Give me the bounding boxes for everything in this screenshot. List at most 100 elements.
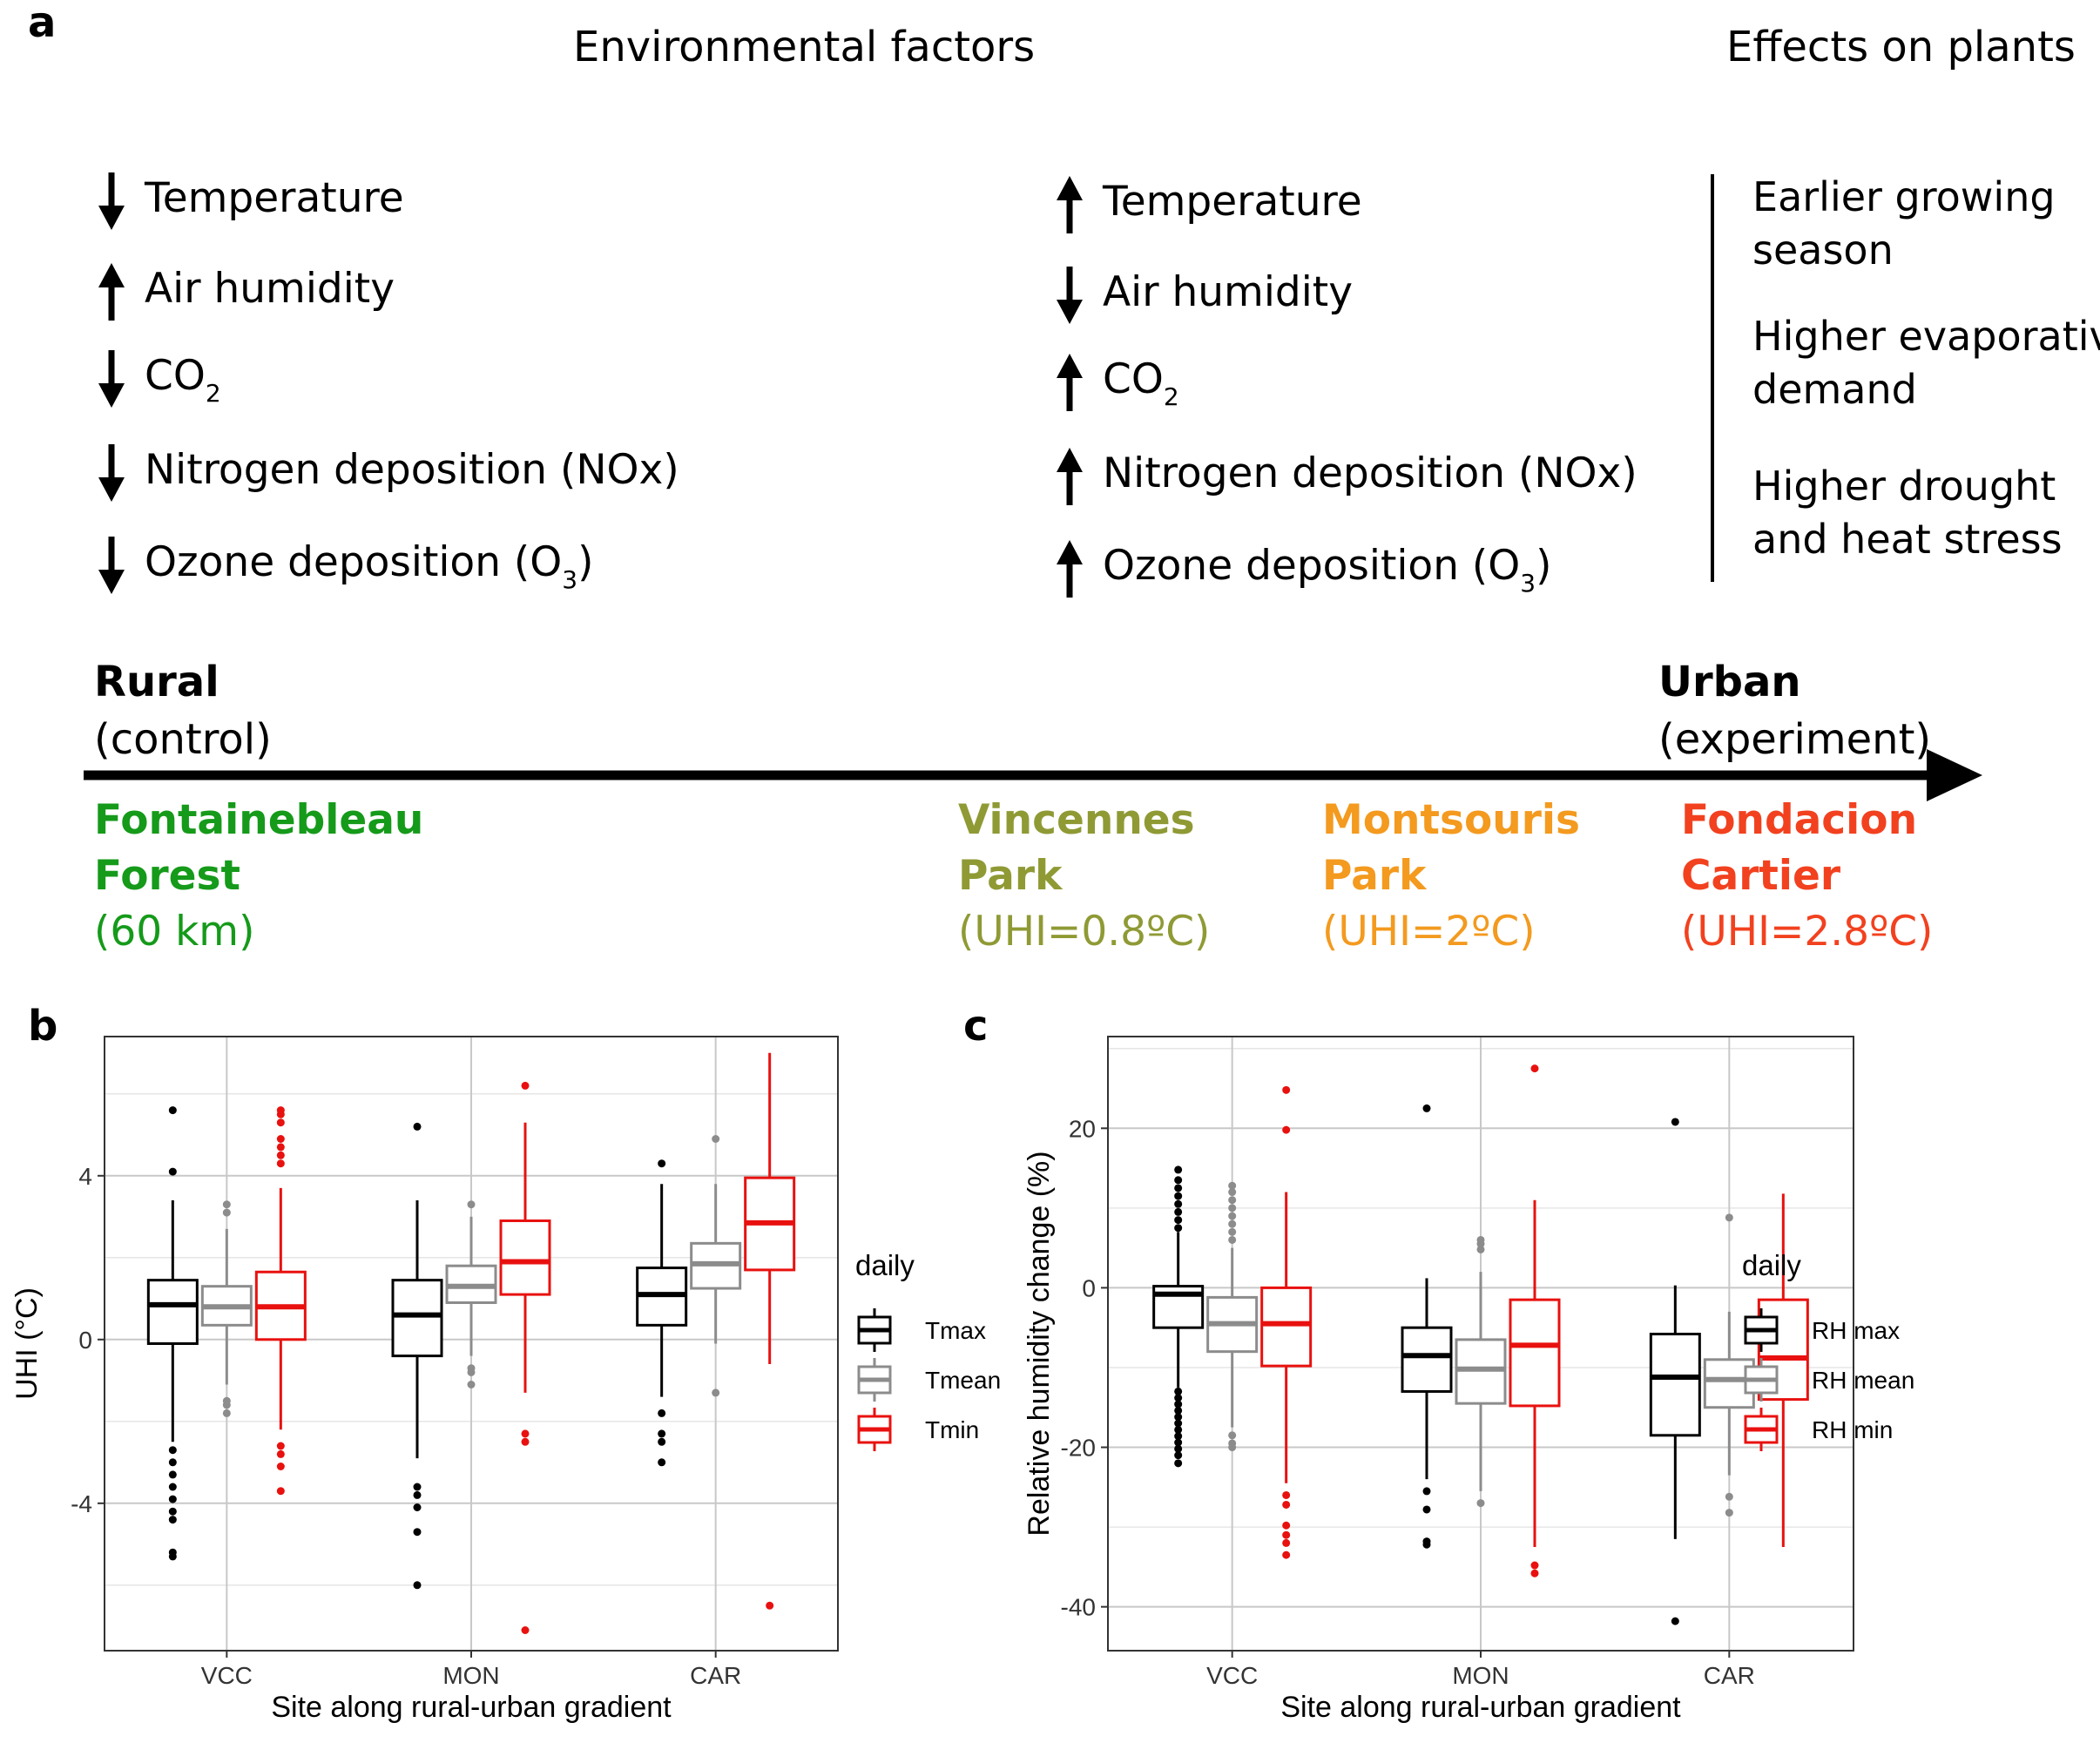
box-tmean-mon (445, 1200, 497, 1388)
outlier-point (168, 1495, 177, 1503)
site-line2: Park (958, 852, 1063, 900)
outlier-point (276, 1442, 285, 1450)
outlier-point (1282, 1085, 1291, 1094)
site-label: Fontainebleau Forest (60 km) (94, 793, 423, 960)
rural-factor-label: Ozone deposition (O3) (145, 538, 594, 594)
outlier-point (658, 1437, 666, 1446)
outlier-point (413, 1483, 422, 1491)
outlier-point (1174, 1400, 1183, 1409)
gradient-arrow (84, 749, 1982, 801)
rural-sub: (control) (94, 715, 272, 764)
outlier-point (1174, 1199, 1183, 1208)
x-tick-label: MON (1452, 1662, 1509, 1689)
rural-arrow-down-icon (98, 350, 125, 408)
box-rh-mean-vcc (1206, 1181, 1259, 1452)
legend-label: Tmean (925, 1367, 1001, 1394)
outlier-point (1174, 1444, 1183, 1453)
urban-factor-label: Nitrogen deposition (NOx) (1103, 449, 1637, 497)
effect-item: Higher drought and heat stress (1752, 463, 2063, 563)
outlier-point (276, 1463, 285, 1470)
outlier-point (276, 1151, 285, 1159)
rural-factor-label: CO2 (145, 352, 221, 408)
outlier-point (1174, 1165, 1183, 1174)
rural-arrow-up-icon (98, 263, 125, 321)
outlier-point (1228, 1196, 1237, 1205)
y-tick-label: 0 (1082, 1274, 1096, 1301)
outlier-point (1174, 1184, 1183, 1192)
rural-label: Rural (control) (94, 653, 272, 768)
outlier-point (222, 1200, 231, 1209)
outlier-point (168, 1167, 177, 1176)
box-tmean-car (690, 1135, 742, 1397)
site-label: Vincennes Park (UHI=0.8ºC) (958, 793, 1210, 960)
outlier-point (1282, 1490, 1291, 1499)
box-iqr (1509, 1298, 1561, 1408)
outlier-point (1174, 1451, 1183, 1460)
y-axis-label: Relative humidity change (%) (1023, 1151, 1056, 1536)
urban-factor-label: Temperature (1103, 178, 1362, 226)
legend-entry: Tmax (857, 1308, 986, 1352)
box-rh-max-mon (1401, 1104, 1453, 1549)
site-line2: Park (1322, 852, 1427, 900)
box-rh-max-car (1649, 1118, 1701, 1625)
urban-title: Urban (1658, 658, 1801, 706)
panel-c-letter: c (963, 1002, 989, 1051)
urban-arrow-up-icon (1057, 176, 1083, 233)
outlier-point (712, 1135, 720, 1143)
y-tick-label: 20 (1069, 1115, 1096, 1142)
outlier-point (1422, 1487, 1431, 1496)
site-line3: (UHI=2ºC) (1322, 908, 1536, 956)
rural-factor-label: Temperature (145, 174, 404, 222)
outlier-point (1422, 1505, 1431, 1514)
box-tmax-vcc (146, 1106, 199, 1561)
env-factors-header: Environmental factors (573, 23, 1036, 71)
urban-factor-label: CO2 (1103, 355, 1179, 411)
site-line3: (UHI=2.8ºC) (1681, 908, 1934, 956)
outlier-point (222, 1409, 231, 1417)
chart-c: -40 -20 0 20 VCC MON CAR Site along rural-urban… (1023, 1036, 1914, 1724)
outlier-point (1174, 1224, 1183, 1233)
outlier-point (1228, 1181, 1237, 1190)
legend-entry: RH max (1744, 1308, 1900, 1352)
outlier-point (658, 1409, 666, 1417)
outlier-point (712, 1388, 720, 1397)
y-tick-label: -40 (1061, 1594, 1096, 1621)
outlier-point (168, 1483, 177, 1491)
box-tmin-mon (499, 1081, 551, 1634)
box-iqr (146, 1279, 199, 1345)
site-line3: (UHI=0.8ºC) (958, 908, 1211, 956)
outlier-point (276, 1449, 285, 1458)
outlier-point (168, 1516, 177, 1524)
outlier-point (1476, 1240, 1485, 1248)
outlier-point (658, 1429, 666, 1438)
legend-title: daily (1742, 1249, 1801, 1281)
outlier-point (168, 1552, 177, 1561)
outlier-point (521, 1626, 530, 1634)
outlier-point (413, 1581, 422, 1590)
outlier-point (1228, 1204, 1237, 1213)
outlier-point (658, 1159, 666, 1168)
outlier-point (1530, 1569, 1539, 1577)
outlier-point (1174, 1387, 1183, 1395)
legend-label: RH min (1812, 1416, 1893, 1443)
outlier-point (1422, 1540, 1431, 1549)
x-axis-label: Site along rural-urban gradient (271, 1691, 672, 1724)
box-tmax-mon (391, 1122, 443, 1590)
y-axis-label: UHI (°C) (10, 1287, 44, 1400)
legend-entry: RH mean (1744, 1358, 1914, 1402)
y-tick-label: -4 (71, 1490, 92, 1517)
outlier-point (1174, 1176, 1183, 1185)
site-line3: (60 km) (94, 908, 255, 956)
y-tick-label: 0 (78, 1327, 92, 1354)
outlier-point (168, 1507, 177, 1516)
outlier-point (1725, 1492, 1733, 1501)
outlier-point (1228, 1212, 1237, 1220)
outlier-point (1174, 1207, 1183, 1216)
box-tmin-vcc (254, 1106, 307, 1496)
x-axis-label: Site along rural-urban gradient (1280, 1691, 1681, 1724)
rural-factor-label: Nitrogen deposition (NOx) (145, 446, 679, 494)
box-iqr (1401, 1326, 1453, 1393)
outlier-point (1422, 1104, 1431, 1112)
y-tick-label: -20 (1061, 1435, 1096, 1462)
outlier-point (1174, 1419, 1183, 1428)
